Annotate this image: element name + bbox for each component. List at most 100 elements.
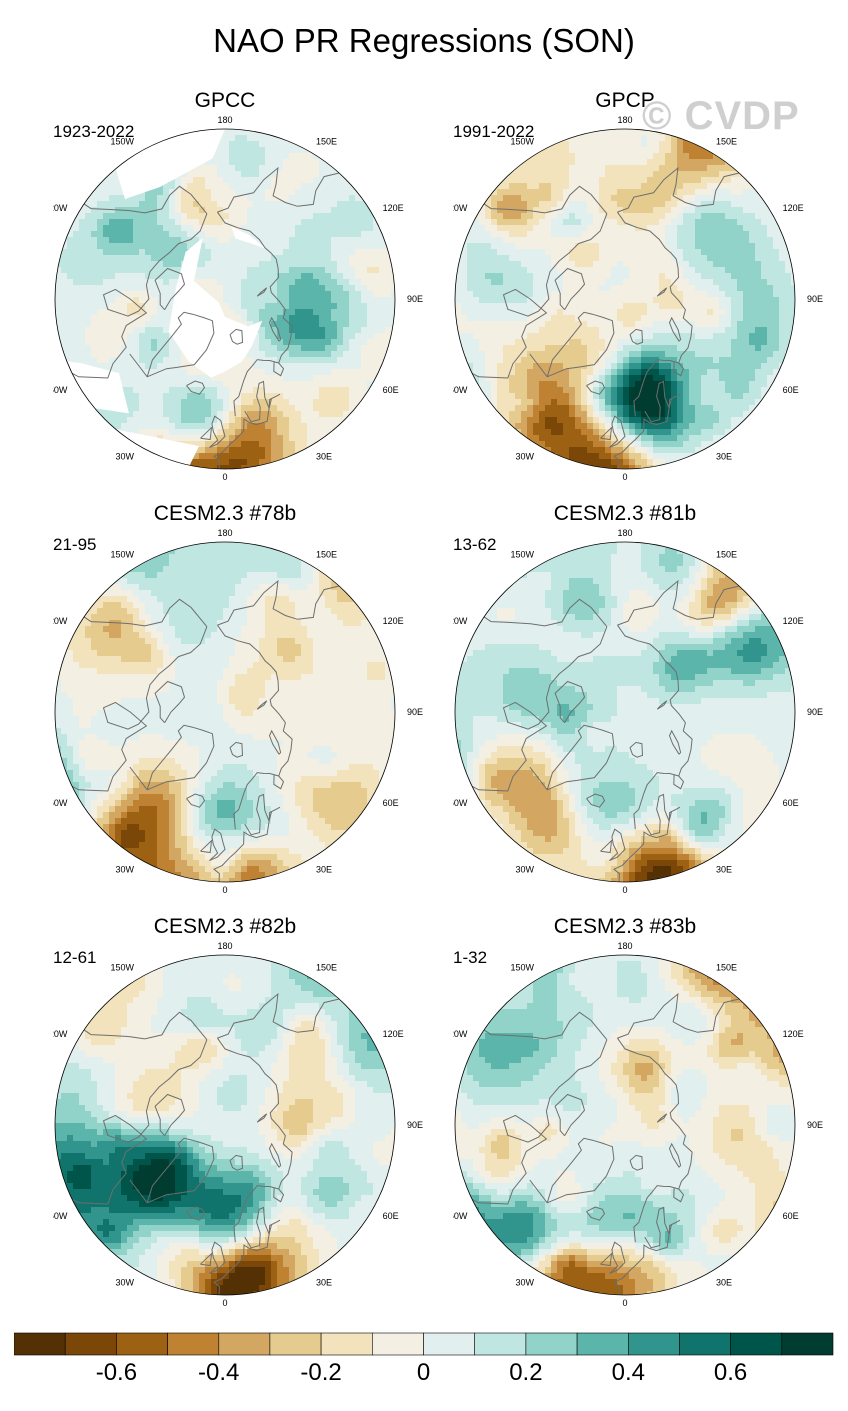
heatmap-cell [701,315,708,322]
heatmap-cell [343,279,350,286]
heatmap-cell [223,411,230,418]
heatmap-cell [235,165,242,172]
heatmap-cell [521,219,528,226]
heatmap-cell [373,369,380,376]
heatmap-cell [563,171,570,178]
heatmap-cell [313,279,320,286]
heatmap-cell [163,327,170,334]
heatmap-cell [133,195,140,202]
heatmap-cell [539,357,546,364]
heatmap-cell [521,255,528,262]
heatmap-cell [247,375,254,382]
heatmap-cell [635,255,642,262]
heatmap-cell [217,453,224,460]
heatmap-cell [581,189,588,196]
heatmap-cell [313,411,320,418]
heatmap-cell [127,369,134,376]
heatmap-cell [91,249,98,256]
heatmap-cell [647,147,654,154]
heatmap-cell [515,393,522,400]
heatmap-cell [253,177,260,184]
heatmap-cell [325,303,332,310]
heatmap-cell [295,219,302,226]
heatmap-cell [731,219,738,226]
heatmap-cell [157,333,164,340]
heatmap-cell [151,423,158,430]
heatmap-cell [241,267,248,274]
heatmap-cell [169,213,176,220]
heatmap-cell [319,189,326,196]
heatmap-cell [527,261,534,268]
heatmap-cell [367,249,374,256]
heatmap-cell [295,309,302,316]
heatmap-cell [731,177,738,184]
heatmap-cell [683,261,690,268]
heatmap-cell [629,243,636,250]
heatmap-cell [689,177,696,184]
heatmap-cell [515,279,522,286]
heatmap-cell [103,219,110,226]
heatmap-cell [593,363,600,370]
heatmap-cell [301,219,308,226]
heatmap-cell [539,219,546,226]
heatmap-cell [689,291,696,298]
heatmap-cell [683,345,690,352]
heatmap-cell [265,303,272,310]
heatmap-cell [313,291,320,298]
heatmap-cell [109,333,116,340]
heatmap-cell [599,303,606,310]
heatmap-cell [271,165,278,172]
heatmap-cell [575,153,582,160]
heatmap-cell [343,267,350,274]
heatmap-cell [157,237,164,244]
heatmap-cell [695,297,702,304]
heatmap-cell [677,219,684,226]
heatmap-cell [67,351,74,358]
heatmap-cell [521,375,528,382]
heatmap-cell [373,315,380,322]
heatmap-cell [479,225,486,232]
heatmap-cell [629,141,636,148]
heatmap-cell [97,303,104,310]
heatmap-cell [635,183,642,190]
heatmap-cell [283,207,290,214]
heatmap-cell [695,333,702,340]
heatmap-cell [551,291,558,298]
heatmap-cell [635,351,642,358]
heatmap-cell [719,207,726,214]
heatmap-cell [271,135,278,142]
heatmap-cell [713,201,720,208]
heatmap-cell [187,189,194,196]
heatmap-cell [719,171,726,178]
heatmap-cell [241,369,248,376]
heatmap-cell [569,363,576,370]
heatmap-cell [683,183,690,190]
heatmap-cell [743,243,750,250]
heatmap-cell [653,363,660,370]
heatmap-cell [497,267,504,274]
heatmap-cell [773,273,780,280]
heatmap-cell [611,237,618,244]
heatmap-cell [331,429,338,436]
heatmap-cell [641,327,648,334]
heatmap-cell [259,381,266,388]
heatmap-cell [653,369,660,376]
heatmap-cell [229,393,236,400]
heatmap-cell [79,273,86,280]
heatmap-cell [355,219,362,226]
heatmap-cell [557,243,564,250]
heatmap-cell [701,261,708,268]
heatmap-cell [527,393,534,400]
heatmap-cell [61,363,68,370]
heatmap-cell [779,285,786,292]
heatmap-cell [653,243,660,250]
heatmap-cell [695,255,702,262]
heatmap-cell [755,189,762,196]
heatmap-cell [325,363,332,370]
heatmap-cell [581,291,588,298]
heatmap-cell [755,375,762,382]
heatmap-cell [611,183,618,190]
heatmap-cell [485,249,492,256]
heatmap-cell [485,231,492,238]
heatmap-cell [277,351,284,358]
